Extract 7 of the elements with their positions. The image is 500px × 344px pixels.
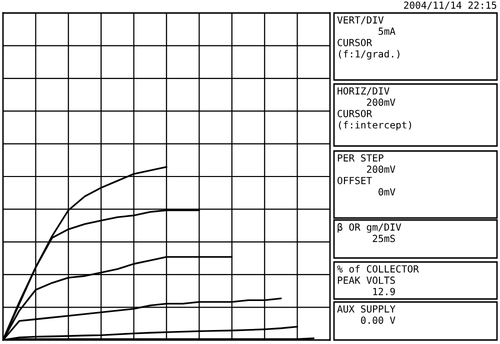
text: % of COLLECTOR PEAK VOLTS 12.9 — [337, 265, 419, 296]
text: HORIZ/DIV 200mV CURSOR (f:intercept) — [338, 87, 412, 130]
text: VERT/DIV 5mA CURSOR (f:1/grad.) — [337, 16, 400, 60]
text: AUX SUPPLY 0.00 V — [337, 305, 396, 324]
text: 2004/11/14 22:15 — [404, 1, 496, 10]
text: PER STEP 200mV OFFSET 0mV — [338, 154, 396, 196]
text: β OR gm/DIV 25mS — [338, 223, 402, 242]
